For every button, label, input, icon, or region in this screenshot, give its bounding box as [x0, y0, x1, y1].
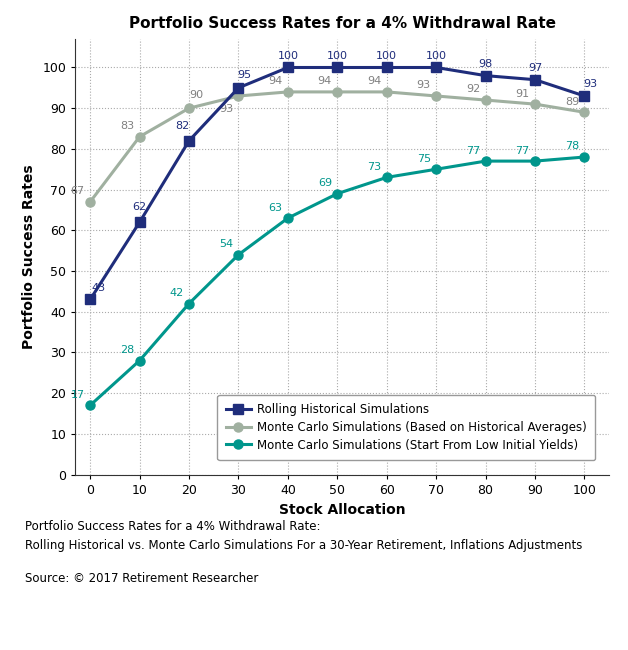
Text: Source: © 2017 Retirement Researcher: Source: © 2017 Retirement Researcher — [25, 572, 259, 585]
Text: 67: 67 — [70, 187, 85, 196]
Text: 92: 92 — [466, 84, 480, 94]
Monte Carlo Simulations (Start From Low Initial Yields) — [185, 300, 193, 307]
Line: Rolling Historical Simulations: Rolling Historical Simulations — [85, 63, 589, 304]
Rolling Historical Simulations — [383, 64, 391, 72]
Text: 89: 89 — [565, 97, 579, 107]
Legend: Rolling Historical Simulations, Monte Carlo Simulations (Based on Historical Ave: Rolling Historical Simulations, Monte Ca… — [217, 395, 595, 460]
Text: 100: 100 — [278, 51, 298, 60]
Text: 75: 75 — [416, 153, 431, 164]
Text: 93: 93 — [416, 81, 431, 90]
Monte Carlo Simulations (Based on Historical Averages) — [482, 96, 489, 104]
Monte Carlo Simulations (Based on Historical Averages) — [531, 100, 539, 108]
Y-axis label: Portfolio Success Rates: Portfolio Success Rates — [21, 164, 36, 349]
Text: 93: 93 — [219, 104, 233, 114]
Text: 28: 28 — [120, 345, 134, 355]
Text: 62: 62 — [133, 202, 147, 213]
Monte Carlo Simulations (Based on Historical Averages) — [433, 92, 440, 100]
Text: Rolling Historical vs. Monte Carlo Simulations For a 30-Year Retirement, Inflati: Rolling Historical vs. Monte Carlo Simul… — [25, 540, 583, 552]
Text: 93: 93 — [583, 79, 597, 89]
Text: 63: 63 — [268, 203, 283, 213]
Monte Carlo Simulations (Start From Low Initial Yields) — [531, 157, 539, 165]
Monte Carlo Simulations (Start From Low Initial Yields) — [482, 157, 489, 165]
Monte Carlo Simulations (Start From Low Initial Yields) — [87, 402, 94, 410]
Text: 77: 77 — [516, 146, 529, 155]
Line: Monte Carlo Simulations (Start From Low Initial Yields): Monte Carlo Simulations (Start From Low … — [85, 153, 589, 410]
Text: 100: 100 — [376, 51, 398, 60]
Text: 100: 100 — [426, 51, 447, 60]
Text: 73: 73 — [367, 162, 381, 172]
Rolling Historical Simulations — [284, 64, 291, 72]
Text: 97: 97 — [528, 63, 542, 73]
Monte Carlo Simulations (Start From Low Initial Yields) — [284, 214, 291, 222]
Rolling Historical Simulations — [235, 84, 242, 92]
Text: 94: 94 — [318, 76, 332, 86]
Monte Carlo Simulations (Based on Historical Averages) — [136, 133, 143, 140]
Monte Carlo Simulations (Based on Historical Averages) — [333, 88, 341, 96]
Rolling Historical Simulations — [136, 218, 143, 226]
Rolling Historical Simulations — [433, 64, 440, 72]
Rolling Historical Simulations — [581, 92, 588, 100]
Rolling Historical Simulations — [531, 76, 539, 84]
Text: 95: 95 — [237, 70, 251, 79]
Monte Carlo Simulations (Start From Low Initial Yields) — [383, 174, 391, 181]
Text: 82: 82 — [175, 121, 189, 131]
Monte Carlo Simulations (Based on Historical Averages) — [235, 92, 242, 100]
Monte Carlo Simulations (Start From Low Initial Yields) — [333, 190, 341, 198]
Text: 100: 100 — [327, 51, 348, 60]
X-axis label: Stock Allocation: Stock Allocation — [279, 504, 406, 517]
Text: 98: 98 — [479, 58, 493, 69]
Title: Portfolio Success Rates for a 4% Withdrawal Rate: Portfolio Success Rates for a 4% Withdra… — [129, 16, 556, 31]
Line: Monte Carlo Simulations (Based on Historical Averages): Monte Carlo Simulations (Based on Histor… — [85, 87, 589, 206]
Text: 54: 54 — [219, 239, 233, 249]
Monte Carlo Simulations (Start From Low Initial Yields) — [433, 165, 440, 173]
Monte Carlo Simulations (Start From Low Initial Yields) — [581, 153, 588, 161]
Text: 94: 94 — [268, 76, 283, 86]
Text: 77: 77 — [466, 146, 480, 155]
Text: 69: 69 — [318, 178, 332, 188]
Text: 90: 90 — [189, 90, 203, 100]
Monte Carlo Simulations (Start From Low Initial Yields) — [136, 357, 143, 365]
Monte Carlo Simulations (Based on Historical Averages) — [284, 88, 291, 96]
Monte Carlo Simulations (Based on Historical Averages) — [87, 198, 94, 205]
Rolling Historical Simulations — [87, 296, 94, 304]
Monte Carlo Simulations (Based on Historical Averages) — [185, 104, 193, 112]
Text: 83: 83 — [120, 121, 134, 131]
Rolling Historical Simulations — [482, 72, 489, 79]
Rolling Historical Simulations — [185, 137, 193, 145]
Text: 78: 78 — [565, 142, 579, 151]
Text: 17: 17 — [70, 390, 85, 400]
Rolling Historical Simulations — [333, 64, 341, 72]
Monte Carlo Simulations (Start From Low Initial Yields) — [235, 251, 242, 259]
Text: 43: 43 — [92, 283, 106, 292]
Text: Portfolio Success Rates for a 4% Withdrawal Rate:: Portfolio Success Rates for a 4% Withdra… — [25, 520, 321, 533]
Monte Carlo Simulations (Based on Historical Averages) — [581, 109, 588, 116]
Text: 91: 91 — [516, 88, 529, 99]
Monte Carlo Simulations (Based on Historical Averages) — [383, 88, 391, 96]
Text: 42: 42 — [170, 288, 183, 298]
Text: 94: 94 — [367, 76, 381, 86]
